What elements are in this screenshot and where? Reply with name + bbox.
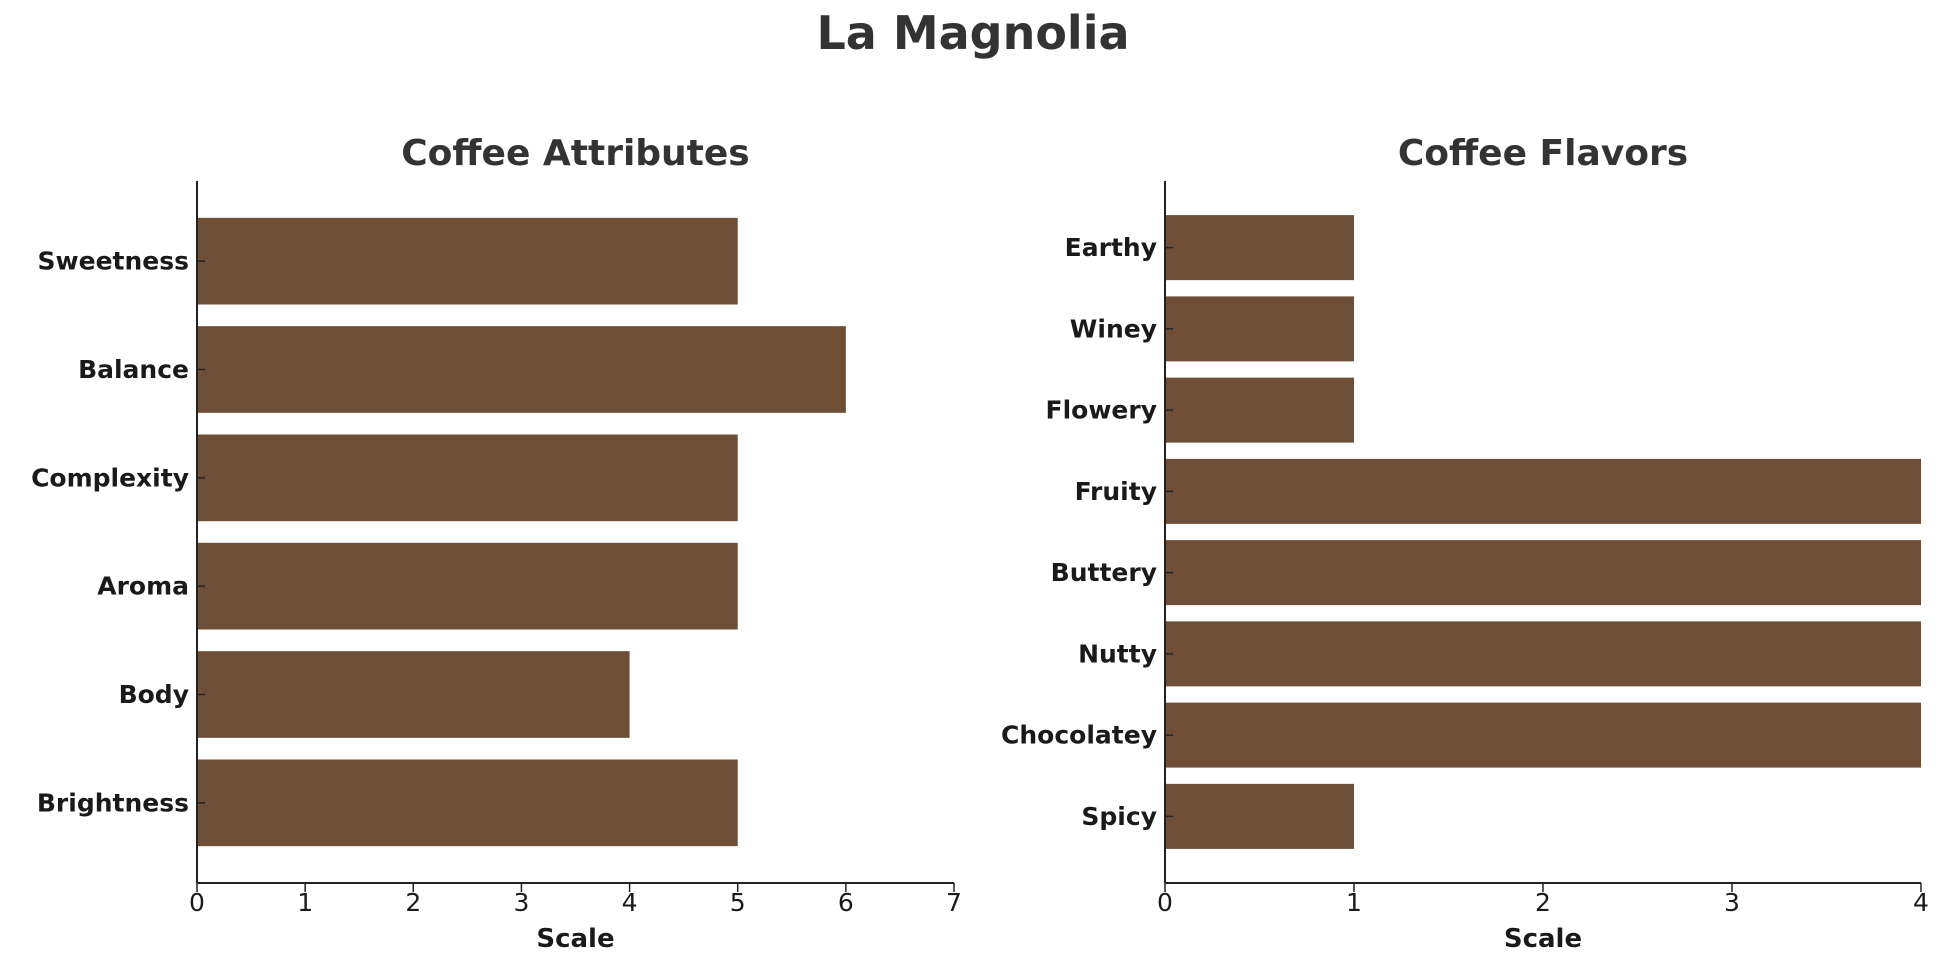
panel-2-bar-flowery: [1165, 377, 1354, 443]
panel-2-bar-winey: [1165, 296, 1354, 362]
panel-1-bar-complexity: [197, 434, 738, 522]
panel-2-bar-chocolatey: [1165, 702, 1921, 768]
panel-1-xtick-label: 7: [946, 888, 962, 917]
panel-2-bar-earthy: [1165, 215, 1354, 281]
panel-1-title: Coffee Attributes: [401, 133, 750, 174]
panel-1-bar-sweetness: [197, 217, 738, 305]
panel-2-x-axis-label: Scale: [1504, 924, 1582, 954]
panel-2-ytick-label: Flowery: [1046, 396, 1158, 425]
figure-title: La Magnolia: [816, 6, 1130, 60]
panel-2-xtick-label: 3: [1724, 888, 1740, 917]
panel-2-ytick-label: Winey: [1070, 314, 1157, 343]
panel-1-bar-brightness: [197, 759, 738, 847]
panel-2-xtick-label: 1: [1346, 888, 1362, 917]
panel-1-xtick-label: 3: [513, 888, 529, 917]
panel-1-ytick-label: Aroma: [97, 572, 189, 601]
panel-1-xtick-label: 5: [730, 888, 746, 917]
panel-2-xtick-label: 0: [1157, 888, 1173, 917]
panel-1-ytick-label: Body: [119, 680, 189, 709]
panel-2-ytick-label: Nutty: [1078, 639, 1157, 668]
panel-2-xtick-label: 4: [1913, 888, 1929, 917]
panel-1-ytick-label: Sweetness: [38, 247, 189, 276]
panel-2-ytick-label: Buttery: [1051, 558, 1157, 587]
panel-1-xtick-label: 4: [622, 888, 638, 917]
panel-2-ytick-label: Earthy: [1065, 233, 1157, 262]
panel-2-xtick-label: 2: [1535, 888, 1551, 917]
panel-2-ytick-label: Spicy: [1081, 802, 1157, 831]
panel-2-ytick-label: Fruity: [1075, 477, 1157, 506]
panel-2-bar-spicy: [1165, 783, 1354, 849]
panel-2-bar-nutty: [1165, 621, 1921, 687]
panel-1-xtick-label: 0: [189, 888, 205, 917]
panel-2-bar-fruity: [1165, 458, 1921, 524]
panel-1-xtick-label: 6: [838, 888, 854, 917]
panel-1-xtick-label: 2: [405, 888, 421, 917]
panel-1-xtick-label: 1: [297, 888, 313, 917]
panel-2-bar-buttery: [1165, 540, 1921, 606]
panel-1-bar-balance: [197, 326, 846, 413]
panel-2-ytick-label: Chocolatey: [1001, 721, 1157, 750]
panel-1-bar-aroma: [197, 542, 738, 630]
panel-1-bar-body: [197, 651, 630, 738]
panel-2-title: Coffee Flavors: [1398, 133, 1688, 174]
panel-1-ytick-label: Balance: [78, 355, 189, 384]
panel-1-ytick-label: Complexity: [31, 463, 189, 492]
panel-1-x-axis-label: Scale: [536, 924, 614, 954]
panel-1-ytick-label: Brightness: [37, 788, 189, 817]
